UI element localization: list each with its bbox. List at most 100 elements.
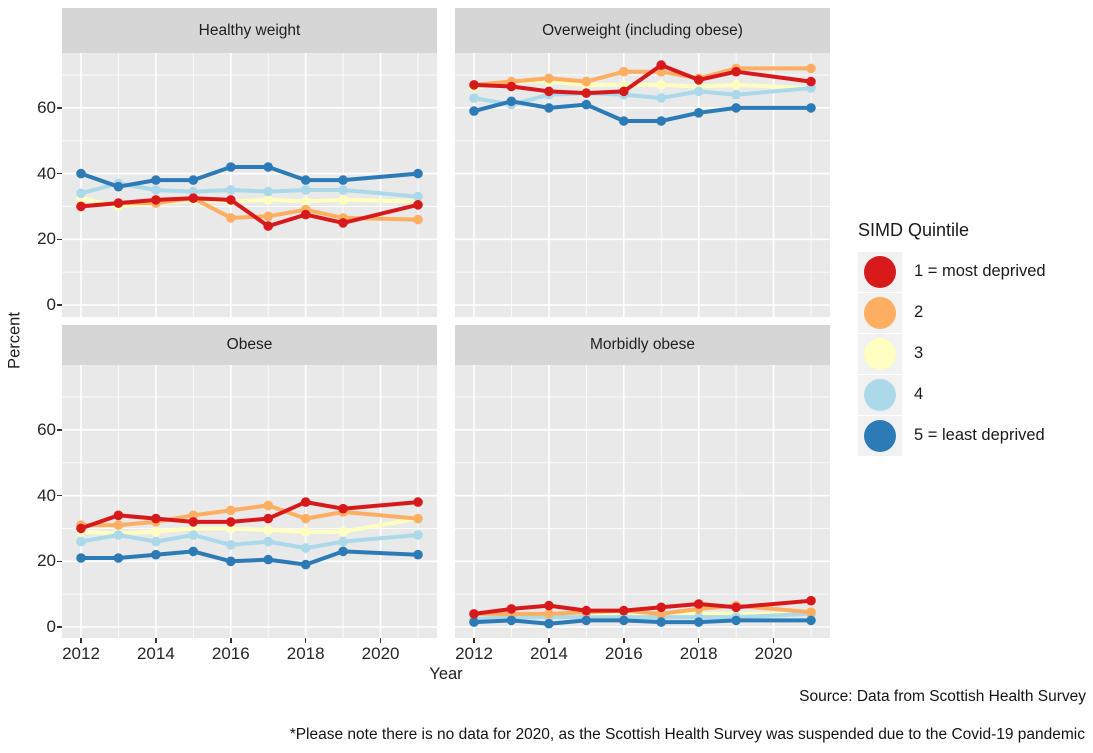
legend-item-label: 4 xyxy=(914,385,924,403)
data-point-quintile-1-2017 xyxy=(263,513,273,524)
data-point-quintile-5-2016 xyxy=(619,615,629,626)
x-tick-mark xyxy=(230,638,232,643)
data-point-quintile-1-2021 xyxy=(806,595,816,606)
data-point-quintile-2-2015 xyxy=(581,76,592,87)
data-point-quintile-4-2014 xyxy=(151,536,161,547)
data-point-quintile-1-2012 xyxy=(76,523,86,534)
data-point-quintile-1-2019 xyxy=(338,503,348,514)
data-point-quintile-4-2018 xyxy=(300,185,311,195)
facet-strip-title: Healthy weight xyxy=(198,21,301,39)
data-point-quintile-1-2013 xyxy=(113,198,124,208)
data-point-quintile-3-2018 xyxy=(300,526,311,537)
y-tick-label-row2-20: 20 xyxy=(37,551,56,571)
data-point-quintile-2-2016 xyxy=(619,66,629,77)
facet-plot-area xyxy=(62,53,437,317)
legend-item-label: 3 xyxy=(914,344,924,362)
data-point-quintile-1-2014 xyxy=(544,600,554,611)
data-point-quintile-1-2013 xyxy=(506,604,517,614)
data-point-quintile-2-2016 xyxy=(226,505,236,516)
data-point-quintile-1-2016 xyxy=(226,517,236,527)
data-point-quintile-5-2013 xyxy=(113,181,124,192)
footnote: *Please note there is no data for 2020, … xyxy=(289,726,1085,743)
data-point-quintile-1-2017 xyxy=(263,221,273,231)
legend-item-label: 2 xyxy=(914,303,924,321)
legend-item-label: 5 = least deprived xyxy=(914,426,1045,444)
data-point-quintile-5-2014 xyxy=(544,618,554,629)
legend-items: 1 = most deprived 2 3 4 5 = least deprived xyxy=(858,251,1046,456)
data-point-quintile-3-2014 xyxy=(151,526,161,537)
legend-title: SIMD Quintile xyxy=(858,220,970,240)
data-point-quintile-1-2012 xyxy=(469,80,479,90)
data-point-quintile-1-2014 xyxy=(544,86,554,97)
data-point-quintile-2-2016 xyxy=(226,213,236,223)
x-tick-label-col2-2018: 2018 xyxy=(679,644,718,663)
y-tick-mark xyxy=(57,107,62,109)
data-point-quintile-5-2013 xyxy=(113,553,124,563)
x-tick-mark xyxy=(697,638,700,643)
data-point-quintile-4-2021 xyxy=(413,530,423,540)
data-point-quintile-5-2017 xyxy=(263,554,273,565)
data-point-quintile-4-2017 xyxy=(263,536,273,547)
facet-plot-area xyxy=(62,365,437,638)
data-point-quintile-2-2017 xyxy=(263,211,273,222)
data-point-quintile-1-2015 xyxy=(581,605,592,616)
data-point-quintile-1-2016 xyxy=(226,195,236,205)
legend-key xyxy=(858,374,902,415)
facet-strip: Obese xyxy=(62,325,437,365)
y-tick-label-row2-40: 40 xyxy=(37,485,56,505)
data-point-quintile-5-2017 xyxy=(656,116,666,126)
data-point-quintile-4-2012 xyxy=(76,188,86,199)
data-point-quintile-2-2014 xyxy=(544,609,554,619)
x-tick-mark xyxy=(473,638,475,643)
data-point-quintile-5-2018 xyxy=(300,175,311,185)
facet-plot-area xyxy=(455,53,830,317)
x-tick-label-col1-2012: 2012 xyxy=(62,644,100,663)
data-point-quintile-2-2021 xyxy=(806,63,816,74)
data-point-quintile-2-2017 xyxy=(656,66,666,77)
facet-strip-title: Morbidly obese xyxy=(589,336,696,354)
data-point-quintile-5-2021 xyxy=(806,103,816,113)
legend: SIMD Quintile 1 = most deprived 2 3 4 5 = le… xyxy=(858,220,1046,456)
facet-panel-morbidly-obese: Morbidly obese xyxy=(455,325,830,638)
x-tick-mark xyxy=(80,638,82,643)
data-point-quintile-3-2017 xyxy=(656,80,666,90)
data-point-quintile-5-2016 xyxy=(619,116,629,126)
data-point-quintile-1-2015 xyxy=(188,193,199,203)
facet-strip: Overweight (including obese) xyxy=(455,8,830,53)
y-tick-label-row1-20: 20 xyxy=(37,229,56,249)
data-point-quintile-5-2014 xyxy=(151,175,161,185)
data-point-quintile-1-2016 xyxy=(619,605,629,616)
x-tick-mark xyxy=(155,638,157,643)
y-tick-label-row2-60: 60 xyxy=(37,419,56,439)
data-point-quintile-5-2019 xyxy=(338,546,348,557)
data-point-quintile-2-2013 xyxy=(113,520,124,530)
data-point-quintile-5-2016 xyxy=(226,556,236,567)
x-tick-label-col1-2020: 2020 xyxy=(361,644,400,663)
data-point-quintile-1-2017 xyxy=(656,60,666,70)
y-tick-mark xyxy=(57,560,62,562)
data-point-quintile-1-2012 xyxy=(469,609,479,619)
legend-key xyxy=(858,333,902,374)
data-point-quintile-5-2014 xyxy=(544,103,554,113)
data-point-quintile-5-2019 xyxy=(731,103,741,113)
data-point-quintile-2-2021 xyxy=(413,513,423,524)
x-tick-mark xyxy=(623,638,625,643)
data-point-quintile-2-2014 xyxy=(544,73,554,84)
data-point-quintile-3-2018 xyxy=(300,196,311,207)
data-point-quintile-5-2021 xyxy=(806,615,816,626)
data-point-quintile-1-2021 xyxy=(413,200,423,210)
x-tick-mark xyxy=(772,638,775,643)
data-point-quintile-4-2015 xyxy=(188,530,199,540)
data-point-quintile-4-2012 xyxy=(76,536,86,547)
x-tick-mark xyxy=(304,638,307,643)
y-tick-mark xyxy=(57,172,62,175)
data-point-quintile-4-2013 xyxy=(113,530,124,540)
x-tick-label-col2-2012: 2012 xyxy=(455,644,493,663)
y-tick-label-row2-0: 0 xyxy=(46,617,56,636)
x-tick-label-col1-2018: 2018 xyxy=(286,644,325,663)
data-point-quintile-1-2012 xyxy=(76,201,86,212)
data-point-quintile-5-2018 xyxy=(693,617,704,627)
legend-item-quintile-3: 3 xyxy=(858,333,1046,374)
legend-key xyxy=(858,292,902,333)
y-tick-label-row1-0: 0 xyxy=(46,295,56,314)
